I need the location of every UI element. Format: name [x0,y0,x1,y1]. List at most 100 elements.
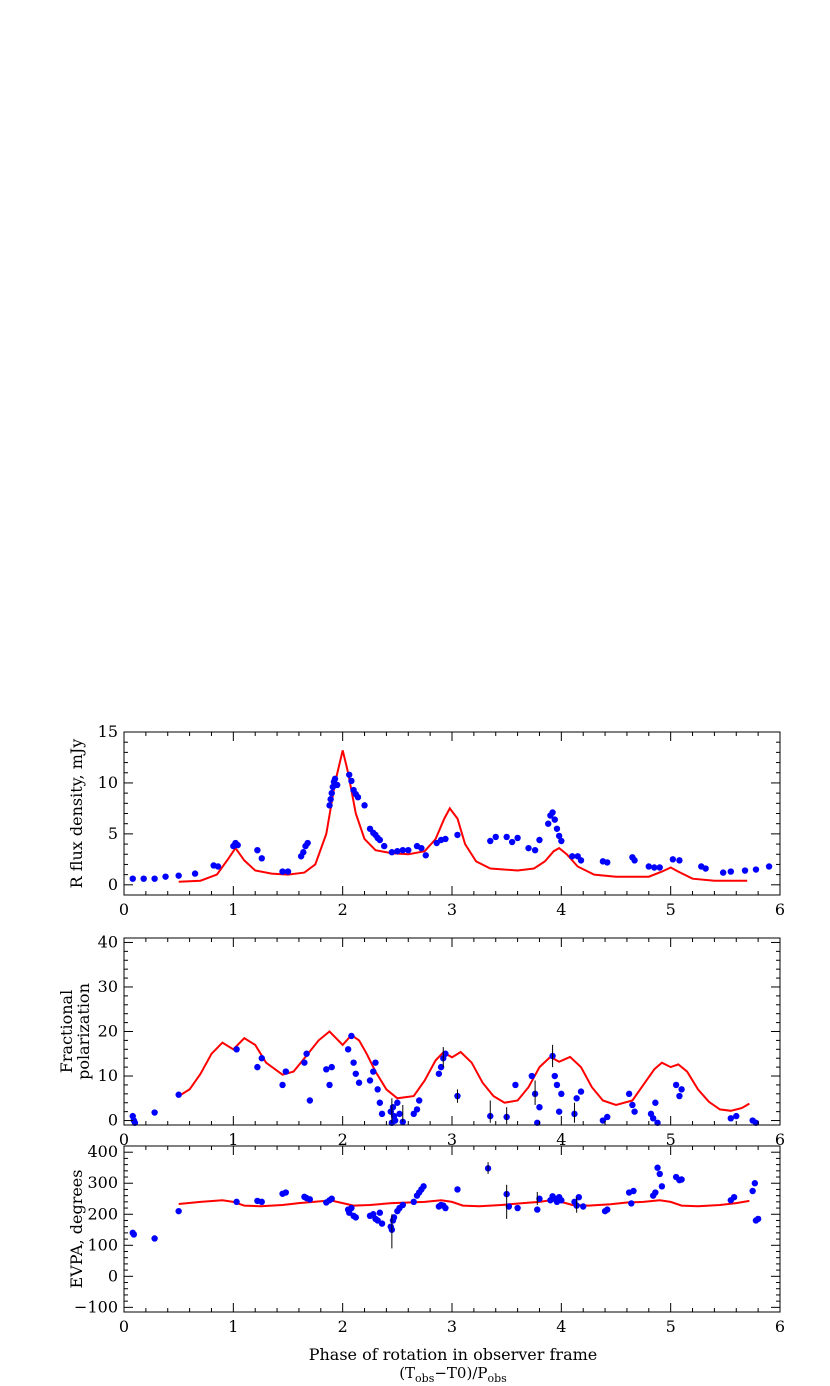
data-point [361,802,368,809]
data-point [334,781,341,789]
y-tick-label: 100 [87,1235,118,1254]
data-point [676,857,683,864]
data-point [410,1110,417,1118]
data-point [151,1235,158,1242]
data-point [328,1063,335,1071]
data-point [348,1204,355,1212]
y-tick-label: 0 [108,1111,118,1130]
data-point [418,844,425,852]
x-tick-label: 1 [228,1130,238,1149]
data-point [629,1101,636,1109]
x-tick-label: 0 [119,1317,129,1336]
data-point [577,857,585,864]
data-point [326,802,333,809]
y-tick-label: 10 [98,773,118,792]
data-point [282,1068,290,1075]
data-point [514,1204,521,1212]
y-tick-label: 5 [108,824,118,843]
x-tick-label: 4 [556,1130,566,1149]
y-tick-label: 0 [108,1266,118,1285]
data-point [508,838,516,846]
y-tick-label: −100 [74,1297,118,1316]
data-point [628,1200,635,1207]
data-point [749,1187,756,1195]
data-point [422,852,429,859]
data-point [304,839,311,847]
data-point [352,1214,359,1221]
data-point [599,1117,607,1124]
data-point [376,1099,384,1106]
data-point [656,864,663,871]
y-axis-title: polarization [74,983,93,1080]
data-point [416,1097,423,1104]
data-point [331,775,339,783]
data-point [631,857,638,864]
data-point [442,835,449,843]
data-point [129,875,136,882]
data-point [162,873,169,880]
data-point [130,1231,138,1238]
data-point [492,833,499,841]
data-point [505,1203,513,1210]
y-axis-title: Fractional [57,990,76,1073]
data-point [765,863,773,870]
data-point [656,1170,663,1178]
data-point [442,1050,449,1057]
formula-sub-b: obs [487,1372,507,1382]
data-point [733,1112,740,1120]
data-point [676,1092,683,1100]
data-point [327,796,334,803]
x-tick-label: 0 [119,1130,129,1149]
y-tick-label: 15 [98,722,118,741]
data-point [531,846,539,854]
data-point [413,1106,421,1113]
x-tick-label: 2 [338,1317,348,1336]
data-point [534,1119,541,1126]
data-point [328,1195,335,1202]
data-point [279,1081,286,1089]
data-point [553,1081,561,1089]
data-point [303,1050,310,1057]
data-point [405,846,412,854]
x-tick-label: 2 [338,900,348,919]
data-point [348,777,355,785]
data-point [258,1198,265,1206]
data-point [151,875,158,882]
data-point [140,875,147,882]
data-point [388,849,396,856]
data-point [354,794,362,801]
data-point [551,1072,558,1080]
y-axis-title: R flux density, mJy [67,739,86,889]
data-point [279,868,286,875]
x-tick-label: 0 [119,900,129,919]
x-tick-label: 4 [556,1317,566,1336]
data-point [672,1081,680,1089]
data-point [631,1108,638,1115]
data-point [658,1183,666,1190]
data-point [355,1079,363,1086]
data-point [352,1070,359,1077]
y-axis-title: EVPA, degrees [67,1169,86,1288]
data-point [558,837,565,845]
data-point [719,869,727,876]
model-curve [178,1030,750,1112]
x-tick-label: 6 [775,1130,785,1149]
data-point [553,825,561,832]
data-point [381,842,388,850]
data-point [652,1099,659,1106]
data-point [525,844,532,852]
x-tick-label: 5 [666,1130,676,1149]
data-point [301,1059,308,1066]
data-point [536,1195,543,1202]
data-point [175,872,182,879]
x-tick-label: 3 [447,1317,457,1336]
data-point [604,1206,611,1213]
x-tick-label: 6 [775,900,785,919]
y-tick-label: 30 [98,977,118,996]
data-point [751,1180,759,1187]
data-point [569,853,576,860]
data-point [575,1193,583,1201]
